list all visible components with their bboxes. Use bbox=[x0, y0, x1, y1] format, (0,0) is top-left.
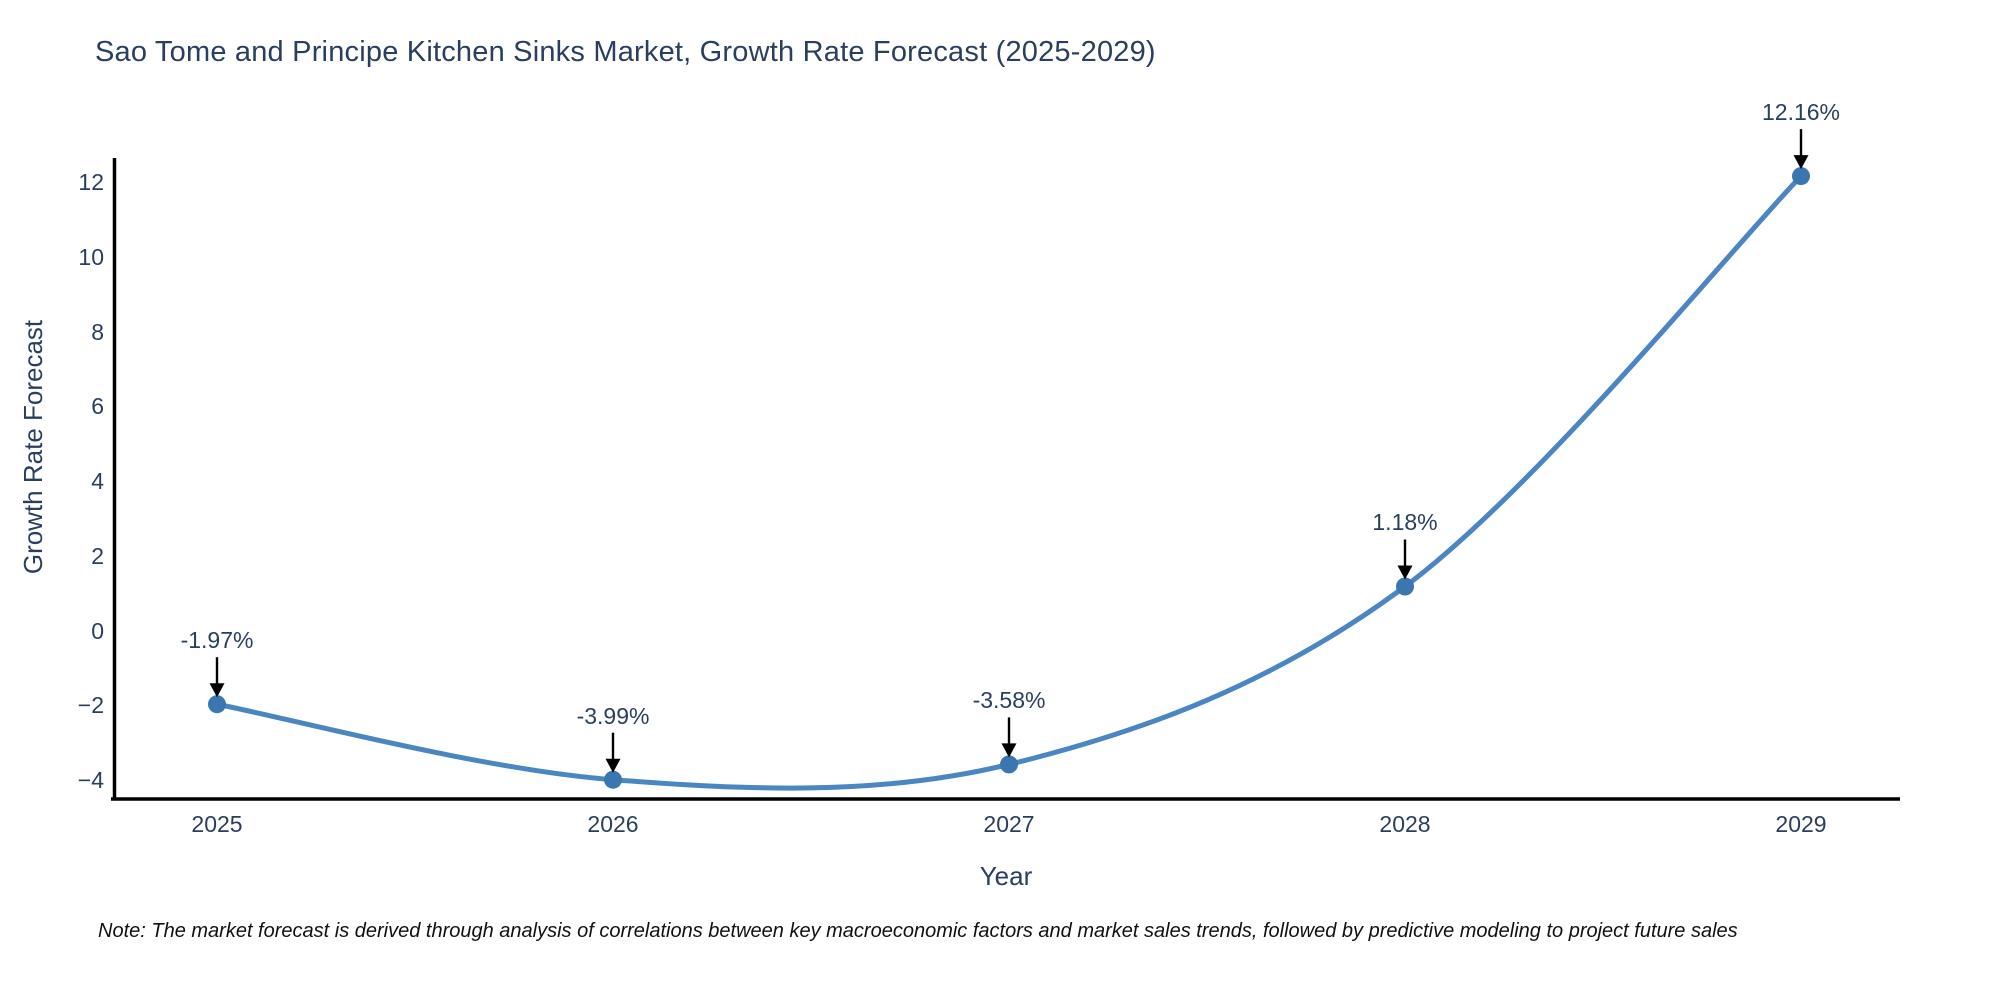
point-annotation: 12.16% bbox=[1761, 99, 1840, 125]
y-tick-label: 4 bbox=[91, 468, 104, 494]
y-tick-label: 12 bbox=[78, 169, 104, 195]
annotation-arrowhead-icon bbox=[1793, 155, 1809, 170]
y-tick-label: −4 bbox=[77, 767, 104, 793]
annotation-arrowhead-icon bbox=[1001, 743, 1017, 758]
y-tick-label: 2 bbox=[91, 543, 104, 569]
trend-line bbox=[214, 173, 1804, 791]
x-tick-label: 2027 bbox=[983, 811, 1035, 837]
footnote: Note: The market forecast is derived thr… bbox=[98, 920, 1738, 942]
y-tick-label: 8 bbox=[91, 319, 104, 345]
x-tick-label: 2029 bbox=[1775, 811, 1827, 837]
point-annotation: -1.97% bbox=[180, 627, 254, 653]
y-tick-label: −2 bbox=[77, 692, 104, 718]
data-point-marker bbox=[1000, 755, 1018, 774]
point-annotation: -3.58% bbox=[972, 687, 1046, 713]
data-point-marker bbox=[604, 770, 622, 789]
data-point-marker bbox=[208, 695, 226, 714]
annotation-arrowhead-icon bbox=[605, 758, 621, 773]
x-tick-label: 2028 bbox=[1379, 811, 1431, 837]
x-tick-label: 2025 bbox=[191, 811, 243, 837]
x-tick-label: 2026 bbox=[587, 811, 639, 837]
point-annotation: -3.99% bbox=[576, 703, 650, 729]
annotation-arrowhead-icon bbox=[209, 683, 225, 698]
chart-title: Sao Tome and Principe Kitchen Sinks Mark… bbox=[95, 36, 1156, 68]
annotation-arrowhead-icon bbox=[1397, 565, 1413, 580]
data-point-marker bbox=[1396, 577, 1414, 596]
data-point-marker bbox=[1792, 167, 1810, 186]
x-axis-title: Year bbox=[979, 861, 1033, 891]
y-tick-label: 10 bbox=[78, 244, 104, 270]
point-annotation: 1.18% bbox=[1372, 509, 1438, 535]
y-tick-label: 6 bbox=[91, 393, 104, 419]
y-tick-label: 0 bbox=[91, 618, 104, 644]
